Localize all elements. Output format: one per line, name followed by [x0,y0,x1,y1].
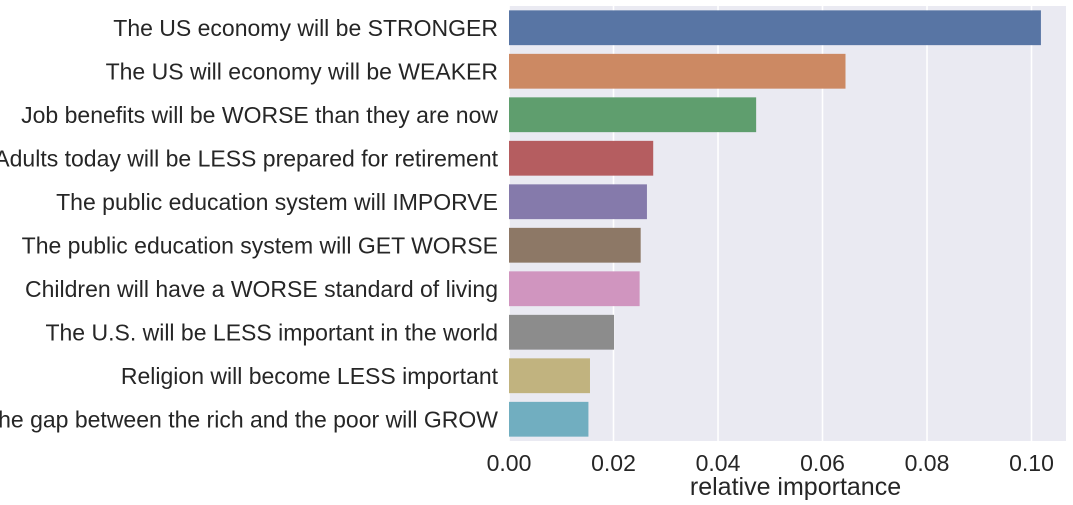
x-tick-label: 0.04 [696,450,741,476]
bar [509,184,647,220]
bar [509,97,757,133]
x-tick-label: 0.06 [800,450,845,476]
category-label: Children will have a WORSE standard of l… [25,276,498,302]
category-labels: The US economy will be STRONGER The US wi… [0,15,499,433]
x-tick-label: 0.08 [905,450,950,476]
x-axis-title: relative importance [690,473,901,501]
category-label: Adults today will be LESS prepared for r… [0,145,499,171]
category-label: Job benefits will be WORSE than they are… [21,102,498,128]
bar [509,227,641,263]
bar [509,10,1041,46]
bars [509,10,1041,437]
x-tick-label: 0.00 [487,450,532,476]
x-tick-label: 0.10 [1009,450,1054,476]
bar [509,401,589,437]
bar [509,314,615,350]
bar [509,271,640,307]
x-tick-labels: 0.00 0.02 0.04 0.06 0.08 0.10 [487,450,1054,476]
bar [509,140,654,176]
category-label: The US economy will be STRONGER [113,15,498,41]
category-label: The public education system will GET WOR… [22,232,498,258]
category-label: Religion will become LESS important [121,363,499,389]
category-label: The US will economy will be WEAKER [106,58,498,84]
category-label: The U.S. will be LESS important in the w… [45,319,498,345]
bar [509,53,846,89]
bar [509,358,590,394]
category-label: The gap between the rich and the poor wi… [0,406,498,432]
category-label: The public education system will IMPORVE [56,189,498,215]
x-tick-label: 0.02 [591,450,636,476]
